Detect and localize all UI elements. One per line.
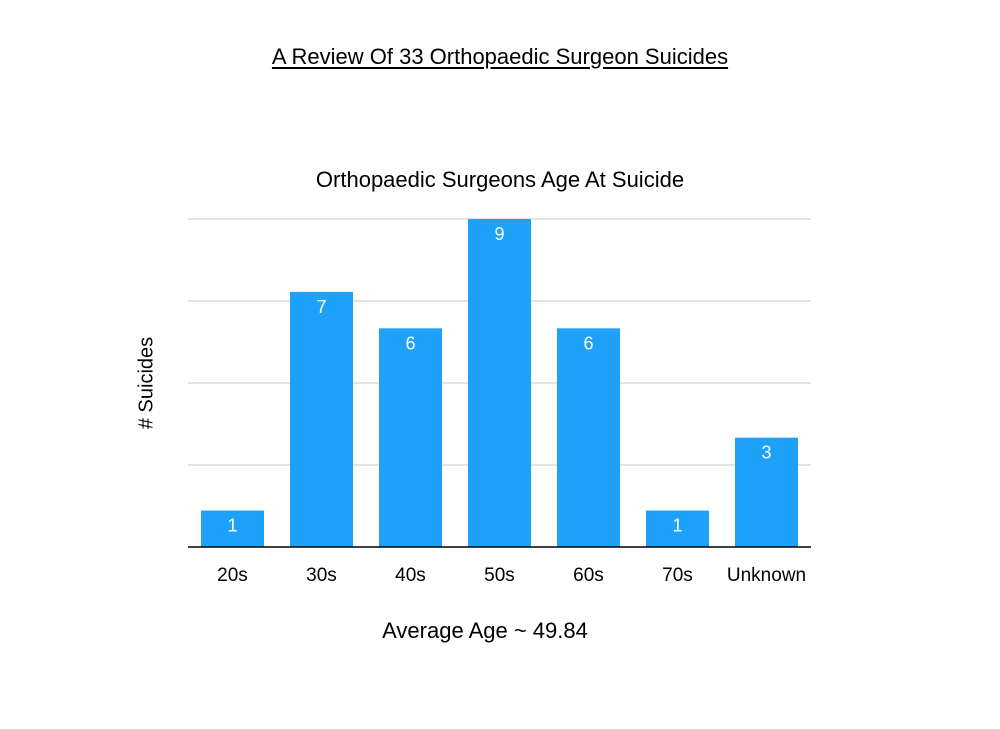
x-tick-label: 70s: [662, 565, 693, 586]
chart-title: Orthopaedic Surgeons Age At Suicide: [315, 167, 685, 192]
bar: [735, 437, 798, 547]
bar: [646, 510, 709, 547]
x-tick-label: 60s: [573, 565, 604, 586]
bar: [468, 219, 531, 547]
bar: [290, 291, 353, 547]
data-label: 6: [583, 333, 593, 353]
bar: [557, 328, 620, 547]
data-label: 3: [761, 443, 771, 463]
data-label: 1: [227, 516, 237, 536]
x-tick-label: 50s: [484, 565, 515, 586]
x-tick-label: 40s: [395, 565, 426, 586]
x-tick-label: 20s: [217, 565, 248, 586]
page-heading: A Review Of 33 Orthopaedic Surgeon Suici…: [271, 44, 729, 69]
bar: [379, 328, 442, 547]
average-age-note: Average Age ~ 49.84: [382, 618, 588, 643]
data-label: 7: [316, 297, 326, 317]
data-label: 6: [405, 333, 415, 353]
x-tick-label: Unknown: [727, 565, 806, 586]
data-label: 1: [672, 516, 682, 536]
bar: [201, 510, 264, 547]
x-tick-label: 30s: [306, 565, 337, 586]
data-label: 9: [494, 224, 504, 244]
